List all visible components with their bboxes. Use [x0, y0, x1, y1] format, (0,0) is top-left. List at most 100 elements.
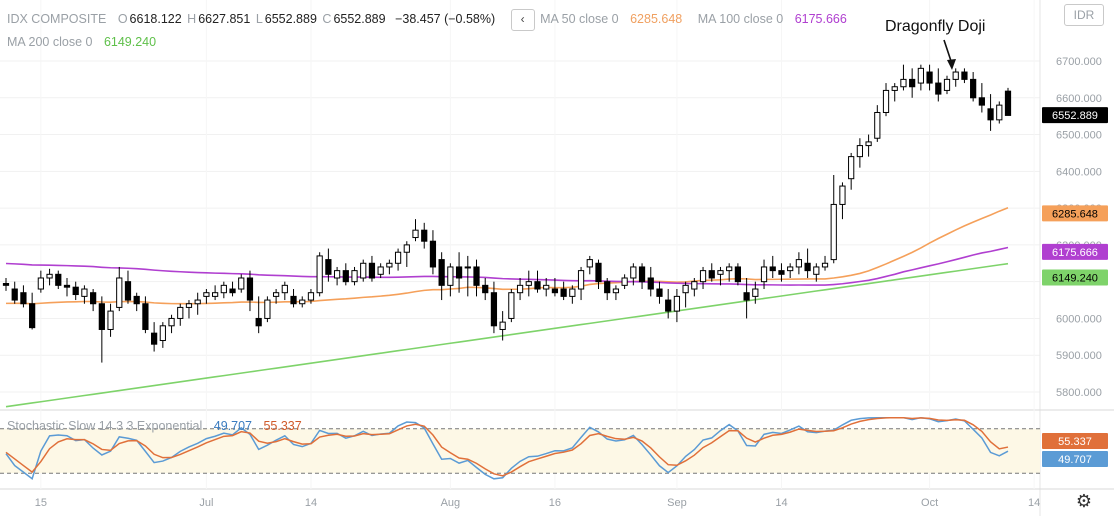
candle [72, 286, 79, 296]
y-tick-label: 6400.000 [1056, 166, 1102, 178]
candle [630, 266, 637, 279]
candle [543, 284, 550, 290]
stoch-legend: Stochastic Slow 14 3 3 Exponential 49.70… [7, 419, 304, 433]
candle [124, 281, 132, 301]
candle [830, 203, 837, 261]
candle [307, 292, 315, 301]
candle [107, 310, 114, 330]
y-tick-label: 6600.000 [1056, 93, 1102, 105]
chevron-left-icon[interactable]: ‹ [510, 9, 535, 31]
candle [255, 317, 262, 327]
candle [281, 284, 288, 294]
candle [978, 97, 985, 106]
candle [874, 111, 881, 139]
ma50-label: MA 50 close 0 [540, 12, 619, 27]
candle [473, 266, 480, 286]
candle [464, 266, 471, 269]
low-label: L [255, 12, 263, 27]
candle [665, 299, 672, 312]
candle [229, 288, 236, 294]
candle [856, 145, 863, 158]
gear-icon[interactable]: ⚙ [1075, 491, 1092, 511]
candle [351, 270, 358, 283]
candle [787, 266, 794, 272]
close-label: C [322, 12, 332, 27]
ma50-value: 6285.648 [630, 12, 683, 27]
candle [760, 266, 768, 283]
candle [952, 71, 959, 80]
candle [534, 281, 541, 290]
candle [821, 262, 829, 268]
last-value-labels: 6552.889 6285.648 6175.666 6149.240 55.337 49… [1042, 107, 1108, 467]
x-tick-label: Aug [441, 497, 461, 509]
candle [142, 303, 149, 330]
annotation-text: Dragonfly Doji [885, 18, 986, 35]
y-tick-label: 6700.000 [1056, 56, 1102, 68]
candle [621, 277, 628, 286]
candle [717, 270, 724, 275]
low-value: 6552.889 [264, 12, 317, 27]
candle [560, 288, 567, 297]
y-tick-label: 6500.000 [1056, 130, 1102, 142]
candle [726, 266, 733, 272]
candle [813, 266, 820, 275]
candle [133, 295, 140, 305]
ma200-line [5, 262, 1009, 408]
candle [203, 292, 210, 297]
candle [586, 259, 593, 268]
candle [368, 262, 376, 279]
candle [185, 303, 193, 308]
candle [412, 229, 419, 239]
candle [917, 67, 924, 84]
candle [211, 292, 219, 297]
candle [656, 288, 663, 297]
candle [316, 255, 323, 294]
candle [81, 288, 88, 297]
candle [63, 284, 71, 288]
candle [29, 303, 36, 329]
candle [935, 82, 942, 95]
candle [429, 240, 437, 268]
candle [333, 270, 341, 279]
candle [421, 229, 428, 242]
candle [987, 108, 994, 121]
candle [490, 292, 498, 327]
ma50-price-label: 6285.648 [1052, 208, 1098, 220]
candle [569, 288, 576, 297]
candle [377, 266, 384, 275]
ma200-price-label: 6149.240 [1052, 273, 1098, 285]
candle [943, 78, 951, 91]
y-tick-label: 5900.000 [1056, 350, 1102, 362]
x-tick-label: 16 [549, 497, 561, 509]
candle [11, 288, 18, 301]
x-tick-label: 14 [1028, 497, 1040, 509]
high-label: H [187, 12, 197, 27]
candle [2, 283, 10, 286]
candle [46, 273, 53, 279]
candles [2, 64, 1012, 363]
stoch-d-label: 55.337 [1058, 436, 1092, 448]
candle [612, 288, 620, 294]
ma50-line [5, 206, 1009, 305]
candle [909, 78, 916, 88]
ma200-value: 6149.240 [103, 35, 157, 49]
candle [438, 259, 445, 286]
candle [403, 244, 410, 253]
candle [360, 262, 367, 279]
candle [551, 288, 559, 294]
candle [778, 270, 785, 275]
currency-selector[interactable]: IDR [1064, 4, 1104, 26]
candle [708, 270, 715, 279]
ma200-price-label-box [1042, 269, 1108, 286]
stoch-k-label-box [1042, 451, 1108, 467]
change-value: −38.457 (−0.58%) [395, 12, 496, 27]
candle [90, 292, 97, 305]
candle [604, 281, 611, 294]
x-tick-label: Oct [921, 497, 938, 509]
x-tick-label: Jul [199, 497, 213, 509]
open-value: 6618.122 [129, 12, 182, 27]
x-tick-label: 14 [305, 497, 317, 509]
stoch-d-label-box [1042, 433, 1108, 449]
candle [342, 270, 349, 283]
